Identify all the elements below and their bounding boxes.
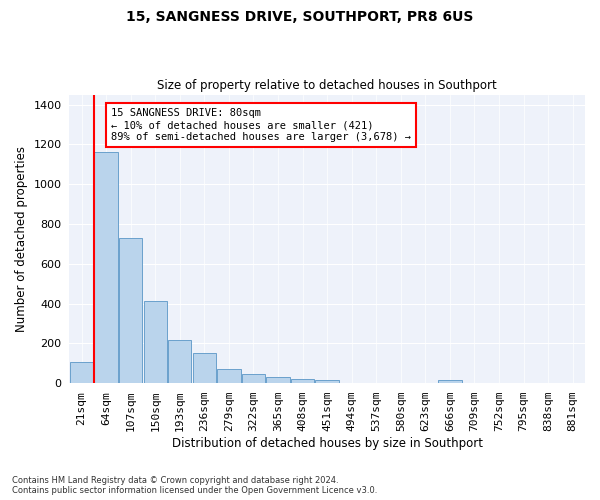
Bar: [217, 369, 241, 384]
Bar: [70, 362, 93, 384]
X-axis label: Distribution of detached houses by size in Southport: Distribution of detached houses by size …: [172, 437, 482, 450]
Bar: [266, 377, 290, 384]
Bar: [438, 380, 461, 384]
Text: Contains HM Land Registry data © Crown copyright and database right 2024.
Contai: Contains HM Land Registry data © Crown c…: [12, 476, 377, 495]
Bar: [94, 152, 118, 384]
Bar: [143, 300, 167, 384]
Bar: [242, 374, 265, 384]
Title: Size of property relative to detached houses in Southport: Size of property relative to detached ho…: [157, 79, 497, 92]
Y-axis label: Number of detached properties: Number of detached properties: [15, 146, 28, 332]
Bar: [119, 238, 142, 384]
Bar: [291, 380, 314, 384]
Bar: [193, 354, 216, 384]
Bar: [316, 380, 339, 384]
Text: 15 SANGNESS DRIVE: 80sqm
← 10% of detached houses are smaller (421)
89% of semi-: 15 SANGNESS DRIVE: 80sqm ← 10% of detach…: [111, 108, 411, 142]
Text: 15, SANGNESS DRIVE, SOUTHPORT, PR8 6US: 15, SANGNESS DRIVE, SOUTHPORT, PR8 6US: [127, 10, 473, 24]
Bar: [168, 340, 191, 384]
